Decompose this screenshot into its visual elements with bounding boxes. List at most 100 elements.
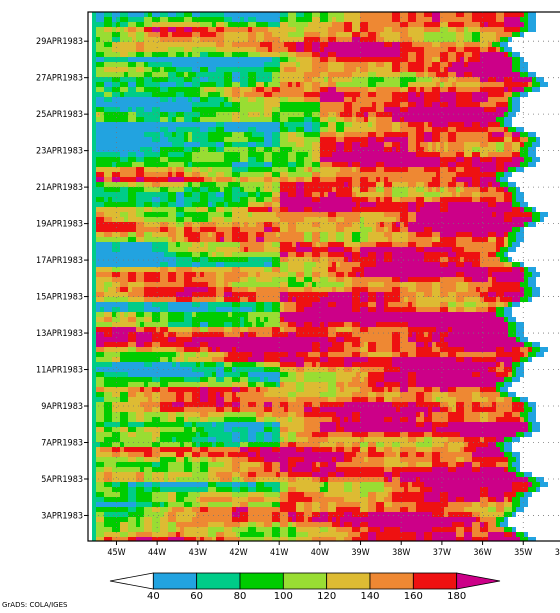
heatmap-cell bbox=[224, 72, 229, 78]
heatmap-cell bbox=[544, 32, 549, 38]
heatmap-cell bbox=[444, 92, 449, 98]
heatmap-cell bbox=[460, 92, 465, 98]
heatmap-cell bbox=[304, 127, 309, 133]
heatmap-cell bbox=[208, 97, 213, 103]
heatmap-cell bbox=[508, 112, 513, 118]
heatmap-cell bbox=[152, 102, 157, 108]
heatmap-cell bbox=[248, 92, 253, 98]
heatmap-cell bbox=[272, 152, 277, 158]
heatmap-cell bbox=[212, 12, 217, 18]
heatmap-cell bbox=[160, 27, 165, 33]
heatmap-cell bbox=[444, 22, 449, 28]
heatmap-cell bbox=[484, 32, 489, 38]
heatmap-cell bbox=[116, 217, 121, 223]
heatmap-cell bbox=[232, 187, 237, 193]
heatmap-cell bbox=[92, 102, 97, 108]
heatmap-cell bbox=[312, 127, 317, 133]
heatmap-cell bbox=[344, 192, 349, 198]
heatmap-cell bbox=[408, 202, 413, 208]
heatmap-cell bbox=[388, 207, 393, 213]
heatmap-cell bbox=[288, 212, 293, 218]
heatmap-cell bbox=[556, 152, 560, 158]
heatmap-cell bbox=[292, 22, 297, 28]
heatmap-cell bbox=[496, 192, 501, 198]
heatmap-cell bbox=[516, 147, 521, 153]
heatmap-cell bbox=[256, 52, 261, 58]
heatmap-cell bbox=[292, 162, 297, 168]
heatmap-cell bbox=[220, 52, 225, 58]
heatmap-cell bbox=[220, 102, 225, 108]
heatmap-cell bbox=[512, 12, 517, 18]
heatmap-cell bbox=[416, 202, 421, 208]
heatmap-cell bbox=[352, 142, 357, 148]
heatmap-cell bbox=[456, 107, 461, 113]
heatmap-cell bbox=[196, 67, 201, 73]
heatmap-cell bbox=[468, 77, 473, 83]
heatmap-cell bbox=[208, 127, 213, 133]
heatmap-cell bbox=[224, 102, 229, 108]
heatmap-cell bbox=[496, 162, 501, 168]
heatmap-cell bbox=[156, 112, 161, 118]
heatmap-cell bbox=[156, 52, 161, 58]
heatmap-cell bbox=[504, 112, 509, 118]
heatmap-cell bbox=[196, 157, 201, 163]
heatmap-cell bbox=[356, 187, 361, 193]
heatmap-cell bbox=[492, 32, 497, 38]
heatmap-cell bbox=[352, 47, 357, 53]
heatmap-cell bbox=[396, 82, 401, 88]
heatmap-cell bbox=[208, 137, 213, 143]
heatmap-cell bbox=[196, 197, 201, 203]
heatmap-cell bbox=[324, 157, 329, 163]
heatmap-cell bbox=[176, 97, 181, 103]
heatmap-cell bbox=[520, 147, 525, 153]
heatmap-cell bbox=[272, 132, 277, 138]
heatmap-cell bbox=[516, 27, 521, 33]
heatmap-cell bbox=[528, 192, 533, 198]
heatmap-cell bbox=[116, 197, 121, 203]
heatmap-cell bbox=[388, 17, 393, 23]
heatmap-cell bbox=[352, 197, 357, 203]
heatmap-cell bbox=[220, 92, 225, 98]
heatmap-cell bbox=[264, 122, 269, 128]
heatmap-cell bbox=[168, 87, 173, 93]
heatmap-cell bbox=[252, 177, 257, 183]
heatmap-cell bbox=[308, 87, 313, 93]
heatmap-cell bbox=[456, 207, 461, 213]
heatmap-cell bbox=[168, 112, 173, 118]
heatmap-cell bbox=[164, 77, 169, 83]
heatmap-cell bbox=[236, 117, 241, 123]
heatmap-cell bbox=[392, 217, 397, 223]
heatmap-cell bbox=[292, 97, 297, 103]
heatmap-cell bbox=[308, 57, 313, 63]
heatmap-cell bbox=[504, 212, 509, 218]
heatmap-cell bbox=[264, 187, 269, 193]
heatmap-cell bbox=[276, 197, 281, 203]
heatmap-cell bbox=[272, 207, 277, 213]
heatmap-cell bbox=[540, 27, 545, 33]
heatmap-cell bbox=[420, 72, 425, 78]
heatmap-cell bbox=[432, 122, 437, 128]
heatmap-cell bbox=[132, 97, 137, 103]
heatmap-cell bbox=[532, 102, 537, 108]
heatmap-cell bbox=[344, 57, 349, 63]
heatmap-cell bbox=[524, 157, 529, 163]
heatmap-cell bbox=[268, 207, 273, 213]
heatmap-cell bbox=[264, 137, 269, 143]
heatmap-cell bbox=[112, 102, 117, 108]
heatmap-cell bbox=[356, 162, 361, 168]
heatmap-cell bbox=[340, 122, 345, 128]
heatmap-cell bbox=[180, 137, 185, 143]
heatmap-cell bbox=[224, 182, 229, 188]
heatmap-cell bbox=[176, 52, 181, 58]
heatmap-cell bbox=[520, 17, 525, 23]
heatmap-cell bbox=[380, 72, 385, 78]
heatmap-cell bbox=[224, 57, 229, 63]
heatmap-cell bbox=[384, 157, 389, 163]
heatmap-cell bbox=[472, 197, 477, 203]
heatmap-cell bbox=[104, 217, 109, 223]
heatmap-cell bbox=[164, 72, 169, 78]
heatmap-cell bbox=[132, 132, 137, 138]
heatmap-cell bbox=[212, 82, 217, 88]
heatmap-cell bbox=[116, 37, 121, 43]
heatmap-cell bbox=[300, 17, 305, 23]
